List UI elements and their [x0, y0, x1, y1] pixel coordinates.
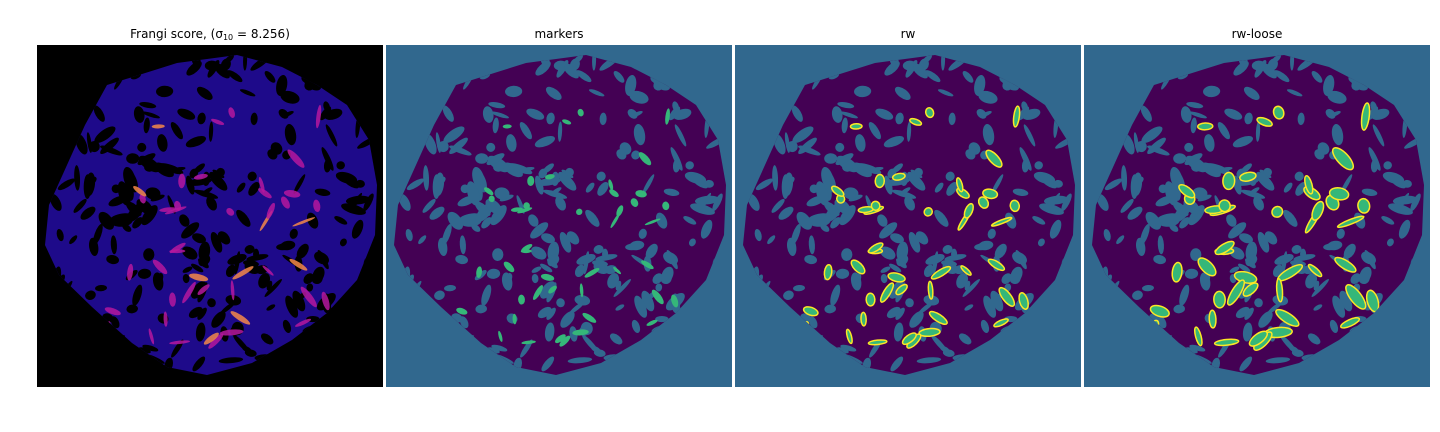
rw-image [735, 45, 1081, 387]
panel-frangi-image [37, 45, 383, 387]
title-math-sub: 10 [222, 33, 234, 42]
panel-rw-loose-image [1084, 45, 1430, 387]
frangi-score-image [37, 45, 383, 387]
panel-title-rw: rw [900, 27, 916, 41]
panel-title-rw-loose: rw-loose [1231, 27, 1283, 41]
panel-title-frangi: Frangi score, (σ10 = 8.256) [37, 27, 383, 45]
panel-title-markers: markers [534, 27, 584, 41]
tissue-pattern [1094, 55, 1424, 375]
panel-rw-image [735, 45, 1081, 387]
panel-markers-image [386, 45, 732, 387]
rw-loose-image [1084, 45, 1430, 387]
title-text: Frangi score, [130, 27, 211, 41]
title-math-rest: = 8.256) [233, 27, 290, 41]
title-math: (σ [210, 27, 223, 41]
markers-image [386, 45, 732, 387]
